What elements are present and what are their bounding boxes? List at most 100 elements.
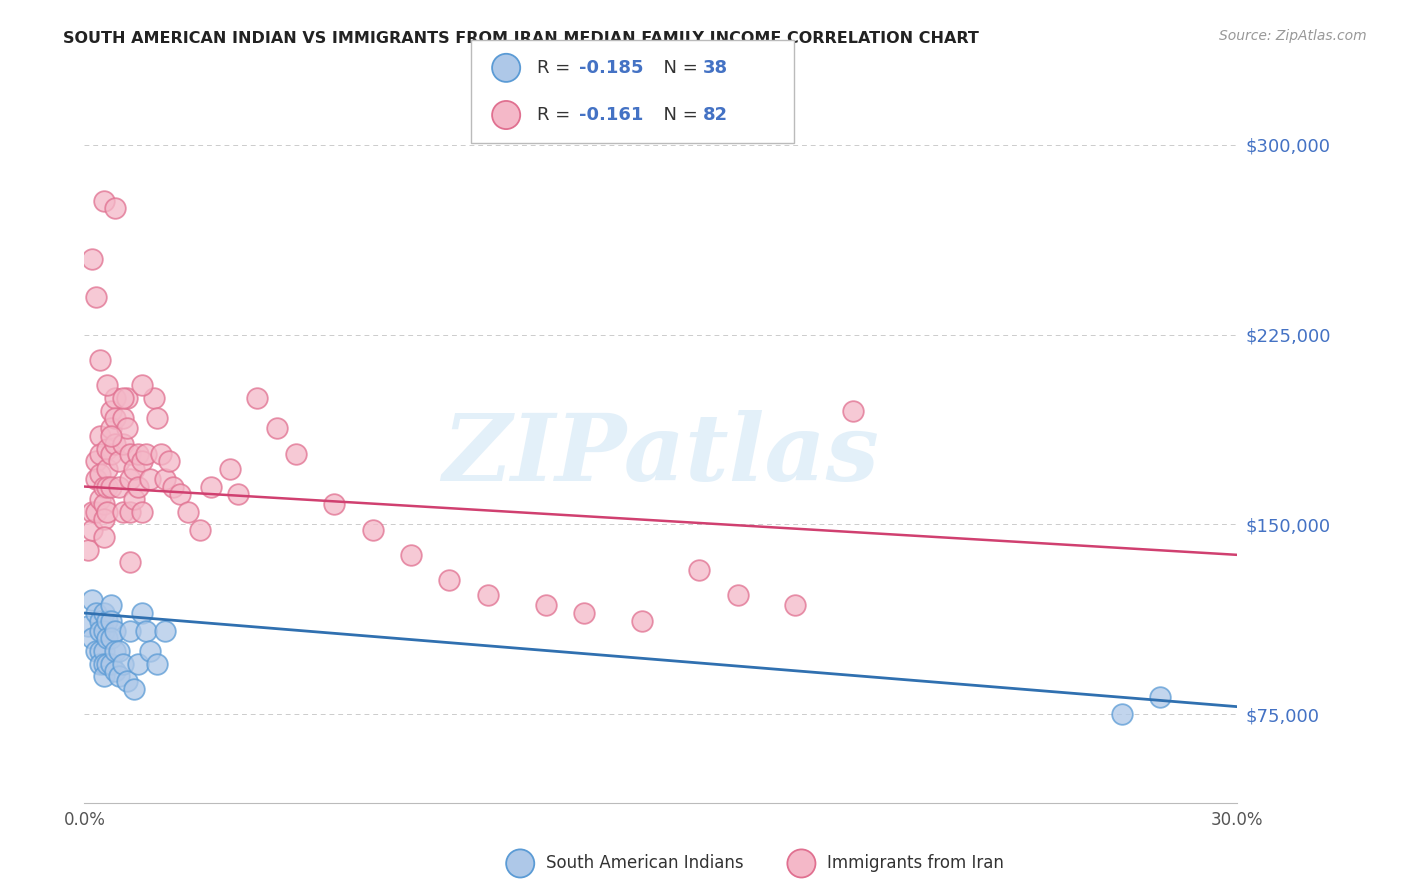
Point: [84, 454, 107, 468]
Point: [84, 290, 107, 304]
Point: [80, 523, 103, 537]
Point: [124, 492, 146, 507]
Text: -0.185: -0.185: [579, 59, 644, 77]
Point: [124, 462, 146, 476]
Point: [89, 447, 111, 461]
Point: [727, 588, 749, 602]
Point: [89, 624, 111, 638]
Point: [361, 523, 384, 537]
Point: [477, 588, 499, 602]
Point: [77, 542, 100, 557]
Point: [138, 644, 160, 658]
Point: [84, 606, 107, 620]
Point: [246, 391, 269, 405]
Point: [89, 614, 111, 628]
Point: [150, 447, 173, 461]
Point: [100, 599, 122, 613]
Point: [80, 632, 103, 646]
Text: SOUTH AMERICAN INDIAN VS IMMIGRANTS FROM IRAN MEDIAN FAMILY INCOME CORRELATION C: SOUTH AMERICAN INDIAN VS IMMIGRANTS FROM…: [63, 31, 979, 46]
Text: R =: R =: [537, 59, 576, 77]
Point: [842, 403, 865, 417]
Point: [96, 632, 118, 646]
Point: [104, 391, 127, 405]
Point: [93, 669, 115, 683]
Point: [93, 479, 115, 493]
Point: [84, 472, 107, 486]
Text: -0.161: -0.161: [579, 106, 644, 124]
Point: [111, 657, 134, 671]
Point: [104, 624, 127, 638]
Point: [115, 421, 138, 435]
Point: [131, 606, 153, 620]
Text: Source: ZipAtlas.com: Source: ZipAtlas.com: [1219, 29, 1367, 43]
Point: [120, 472, 142, 486]
Point: [96, 505, 118, 519]
Point: [111, 391, 134, 405]
Point: [157, 454, 180, 468]
Point: [630, 614, 652, 628]
Point: [84, 644, 107, 658]
Point: [111, 436, 134, 450]
Point: [100, 403, 122, 417]
Point: [219, 462, 242, 476]
Point: [131, 505, 153, 519]
Point: [127, 657, 149, 671]
Point: [127, 479, 149, 493]
Text: 38: 38: [703, 59, 728, 77]
Text: R =: R =: [537, 106, 576, 124]
Point: [100, 447, 122, 461]
Point: [1111, 707, 1133, 722]
Point: [108, 454, 131, 468]
Point: [96, 614, 118, 628]
Point: [153, 624, 176, 638]
Point: [100, 632, 122, 646]
Point: [96, 479, 118, 493]
Point: [108, 644, 131, 658]
Text: Immigrants from Iran: Immigrants from Iran: [827, 855, 1004, 872]
Point: [177, 505, 200, 519]
Point: [100, 657, 122, 671]
Point: [104, 644, 127, 658]
Text: N =: N =: [652, 59, 704, 77]
Text: N =: N =: [652, 106, 704, 124]
Point: [153, 472, 176, 486]
Point: [127, 447, 149, 461]
Point: [115, 391, 138, 405]
Point: [80, 252, 103, 266]
Point: [572, 606, 595, 620]
Text: 82: 82: [703, 106, 728, 124]
Point: [323, 497, 346, 511]
Point: [100, 421, 122, 435]
Point: [138, 472, 160, 486]
Point: [96, 462, 118, 476]
Point: [785, 599, 807, 613]
Point: [93, 530, 115, 544]
Point: [135, 624, 157, 638]
Point: [200, 479, 222, 493]
Point: [89, 429, 111, 443]
Point: [111, 411, 134, 425]
Point: [96, 657, 118, 671]
Point: [100, 429, 122, 443]
Point: [142, 391, 165, 405]
Point: [96, 378, 118, 392]
Point: [100, 614, 122, 628]
Point: [120, 624, 142, 638]
Point: [1149, 690, 1171, 704]
Point: [108, 479, 131, 493]
Point: [93, 624, 115, 638]
Point: [89, 353, 111, 368]
Point: [96, 442, 118, 456]
Point: [77, 618, 100, 632]
Point: [104, 665, 127, 679]
Text: ZIPatlas: ZIPatlas: [443, 410, 879, 500]
Point: [104, 436, 127, 450]
Point: [688, 563, 710, 577]
Text: South American Indians: South American Indians: [546, 855, 744, 872]
Point: [120, 556, 142, 570]
Point: [93, 657, 115, 671]
Point: [120, 505, 142, 519]
Point: [93, 194, 115, 208]
Point: [89, 467, 111, 481]
Point: [135, 447, 157, 461]
